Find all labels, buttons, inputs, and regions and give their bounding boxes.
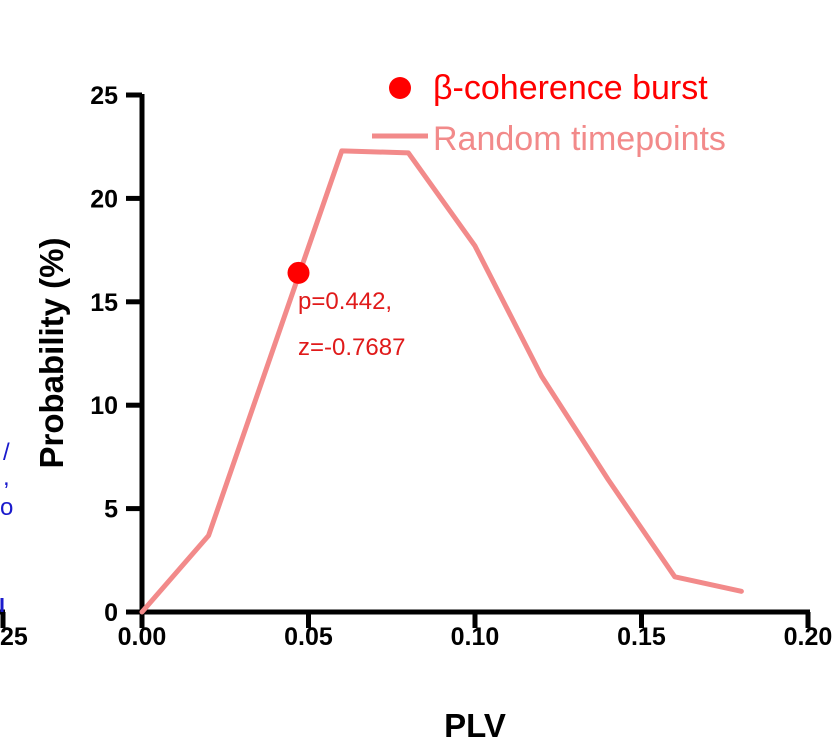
x-axis-ticks: 0.00 0.05 0.10 0.15 0.20 bbox=[118, 612, 833, 651]
y-tick-label: 10 bbox=[90, 392, 118, 420]
burst-point bbox=[287, 261, 310, 284]
stat-annotation-z: z=-0.7687 bbox=[298, 334, 405, 361]
x-tick-label: 0.15 bbox=[617, 623, 666, 651]
legend-label-burst: β-coherence burst bbox=[433, 69, 708, 107]
x-tick-label: 0.00 bbox=[118, 623, 167, 651]
y-tick-label: 0 bbox=[104, 599, 118, 627]
series-layer bbox=[139, 148, 744, 615]
y-tick-label: 25 bbox=[90, 82, 118, 110]
legend: β-coherence burst Random timepoints bbox=[372, 69, 726, 158]
y-tick-label: 15 bbox=[90, 289, 118, 317]
y-tick-label: 5 bbox=[104, 496, 118, 524]
left-panel-fragment-1: / bbox=[3, 439, 10, 466]
legend-marker-dot bbox=[389, 77, 411, 99]
axes: 0.00 0.05 0.10 0.15 0.20 0 5 10 15 20 25 bbox=[90, 82, 832, 651]
random-timepoints-line bbox=[139, 148, 744, 615]
y-axis-title: Probability (%) bbox=[33, 237, 70, 468]
left-panel-fragment-3: o bbox=[0, 494, 13, 521]
left-clipped-panel: 25 / , o bbox=[0, 439, 28, 651]
stat-annotation-p: p=0.442, bbox=[298, 288, 392, 315]
x-axis-title: PLV bbox=[444, 707, 506, 744]
legend-label-random: Random timepoints bbox=[433, 120, 726, 158]
x-tick-label: 0.10 bbox=[451, 623, 500, 651]
y-tick-label: 20 bbox=[90, 185, 118, 213]
x-tick-label: 0.05 bbox=[284, 623, 333, 651]
left-panel-fragment-2: , bbox=[3, 464, 10, 491]
y-axis-ticks: 0 5 10 15 20 25 bbox=[90, 82, 142, 627]
x-tick-label: 0.20 bbox=[784, 623, 833, 651]
